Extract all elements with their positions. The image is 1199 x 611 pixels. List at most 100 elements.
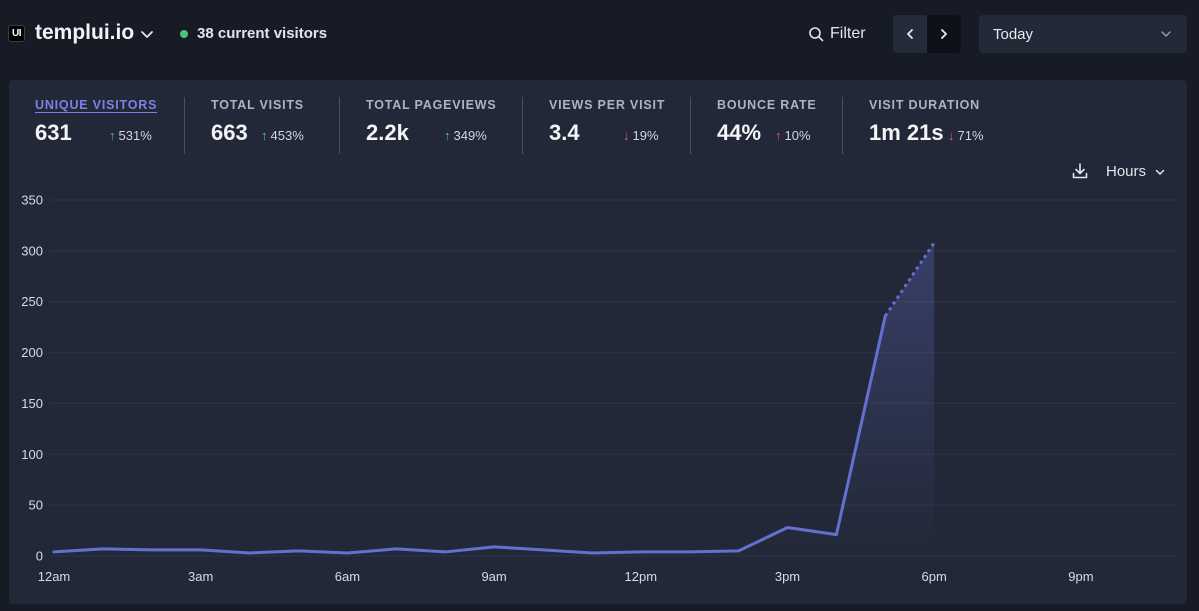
x-tick-label: 6am: [335, 569, 360, 584]
metric-change-value: 10%: [784, 128, 811, 143]
chevron-left-icon: [907, 29, 913, 39]
metric-change: ↓ 19%: [623, 128, 659, 143]
series-line-incomplete: [884, 241, 936, 317]
y-tick-label: 50: [29, 498, 43, 513]
series-line: [52, 314, 887, 555]
filter-label: Filter: [830, 25, 866, 42]
x-tick-label: 3am: [188, 569, 213, 584]
data-point[interactable]: [488, 541, 500, 553]
data-point[interactable]: [48, 546, 60, 558]
stats-card: UNIQUE VISITORS 631 ↑ 531% TOTAL VISITS 6…: [9, 80, 1187, 604]
previous-period-button[interactable]: [893, 15, 927, 53]
y-tick-label: 200: [21, 345, 43, 360]
metric-visit-duration[interactable]: VISIT DURATION 1m 21s ↓ 71%: [869, 98, 984, 146]
arrow-up-icon: ↑: [444, 128, 451, 143]
metric-value: 663: [211, 120, 248, 145]
metric-label: BOUNCE RATE: [717, 98, 817, 112]
metric-label: UNIQUE VISITORS: [35, 98, 158, 112]
y-tick-label: 250: [21, 294, 43, 309]
y-tick-label: 100: [21, 447, 43, 462]
interval-value: Hours: [1106, 163, 1147, 180]
y-tick-label: 300: [21, 243, 43, 258]
y-tick-label: 350: [21, 193, 43, 208]
data-point[interactable]: [439, 546, 451, 558]
series-area: [54, 242, 935, 556]
data-point[interactable]: [341, 547, 353, 559]
x-tick-label: 3pm: [775, 569, 800, 584]
site-switcher[interactable]: templui.io: [35, 21, 135, 44]
data-point[interactable]: [195, 544, 207, 556]
site-logo[interactable]: UI: [8, 25, 25, 42]
arrow-up-icon: ↑: [261, 128, 268, 143]
arrow-up-icon: ↑: [775, 128, 782, 143]
data-point[interactable]: [830, 529, 842, 541]
metric-change-value: 71%: [957, 128, 984, 143]
live-indicator-dot: [180, 30, 188, 38]
arrow-down-icon: ↓: [948, 128, 955, 143]
metric-views-per-visit[interactable]: VIEWS PER VISIT 3.4 ↓ 19%: [549, 98, 665, 146]
metric-change: ↑ 10%: [775, 128, 811, 143]
metric-change-value: 453%: [270, 128, 304, 143]
chevron-right-icon: [941, 29, 947, 39]
interval-select[interactable]: Hours: [1106, 163, 1166, 180]
data-point[interactable]: [635, 546, 647, 558]
metric-divider: [842, 97, 843, 154]
y-tick-label: 150: [21, 396, 43, 411]
metric-change: ↑ 531%: [109, 128, 152, 143]
arrow-up-icon: ↑: [109, 128, 116, 143]
metric-value: 631: [35, 120, 72, 145]
metric-change-value: 19%: [632, 128, 659, 143]
metric-change-value: 531%: [118, 128, 152, 143]
x-tick-label: 6pm: [922, 569, 947, 584]
metric-divider: [339, 97, 340, 154]
metric-value: 3.4: [549, 120, 580, 145]
data-point[interactable]: [928, 237, 940, 249]
metric-change: ↑ 453%: [261, 128, 304, 143]
metric-label: VISIT DURATION: [869, 98, 980, 112]
metric-value: 1m 21s: [869, 120, 944, 145]
metric-value: 2.2k: [366, 120, 409, 145]
metric-divider: [184, 97, 185, 154]
metric-change: ↑ 349%: [444, 128, 487, 143]
x-tick-label: 12pm: [625, 569, 658, 584]
period-select[interactable]: Today: [979, 15, 1187, 53]
data-point[interactable]: [684, 546, 696, 558]
data-point[interactable]: [537, 544, 549, 556]
metric-bounce-rate[interactable]: BOUNCE RATE 44% ↑ 10%: [717, 98, 817, 146]
data-point[interactable]: [97, 543, 109, 555]
metric-total-pageviews[interactable]: TOTAL PAGEVIEWS 2.2k ↑ 349%: [366, 98, 497, 146]
chevron-down-icon: [1161, 31, 1171, 37]
metric-total-visits[interactable]: TOTAL VISITS 663 ↑ 453%: [211, 98, 304, 146]
chevron-down-icon[interactable]: [139, 26, 155, 42]
data-point[interactable]: [586, 547, 598, 559]
arrow-down-icon: ↓: [623, 128, 630, 143]
x-tick-label: 9pm: [1068, 569, 1093, 584]
filter-button[interactable]: Filter: [808, 18, 866, 50]
metric-divider: [690, 97, 691, 154]
period-value: Today: [993, 25, 1034, 43]
data-point[interactable]: [782, 522, 794, 534]
metric-label: VIEWS PER VISIT: [549, 98, 666, 112]
data-point[interactable]: [733, 545, 745, 557]
data-point[interactable]: [244, 547, 256, 559]
data-point[interactable]: [879, 310, 891, 322]
download-icon[interactable]: [1071, 162, 1089, 180]
metric-change-value: 349%: [453, 128, 487, 143]
x-tick-label: 9am: [481, 569, 506, 584]
current-visitors-link[interactable]: 38 current visitors: [197, 25, 328, 42]
metric-change: ↓ 71%: [948, 128, 984, 143]
x-tick-label: 12am: [38, 569, 71, 584]
metric-label: TOTAL PAGEVIEWS: [366, 98, 497, 112]
data-point[interactable]: [293, 545, 305, 557]
next-period-button[interactable]: [927, 15, 961, 53]
metric-value: 44%: [717, 120, 762, 145]
data-point[interactable]: [146, 544, 158, 556]
metric-divider: [522, 97, 523, 154]
data-point[interactable]: [390, 543, 402, 555]
chevron-down-icon: [1155, 169, 1165, 175]
metric-label: TOTAL VISITS: [211, 98, 304, 112]
y-tick-label: 0: [36, 549, 43, 564]
top-bar: UI templui.io 38 current visitors Filter…: [0, 0, 1199, 70]
metric-unique-visitors[interactable]: UNIQUE VISITORS 631 ↑ 531%: [35, 98, 157, 146]
